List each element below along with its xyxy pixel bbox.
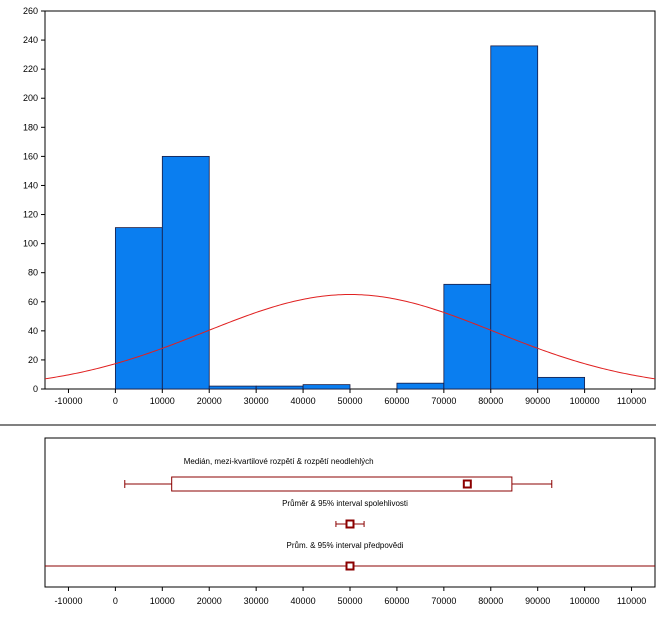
y-tick-label: 40 bbox=[28, 326, 38, 336]
median-marker bbox=[462, 479, 472, 489]
x-tick-label: 110000 bbox=[617, 396, 646, 406]
y-tick-label: 20 bbox=[28, 355, 38, 365]
x-tick-label: 40000 bbox=[291, 396, 316, 406]
histogram-bar bbox=[114, 227, 163, 390]
y-tick-label: 80 bbox=[28, 268, 38, 278]
y-tick-label: 240 bbox=[23, 35, 38, 45]
histogram-bar bbox=[537, 376, 586, 390]
normal-curve bbox=[44, 293, 656, 380]
x-tick-label: -10000 bbox=[54, 596, 82, 606]
x-tick-label: 20000 bbox=[197, 596, 222, 606]
interval-row-label: Prům. & 95% interval předpovědi bbox=[287, 541, 404, 550]
x-tick-label: 30000 bbox=[244, 396, 269, 406]
x-tick-label: 110000 bbox=[617, 596, 646, 606]
x-tick-label: -10000 bbox=[54, 396, 82, 406]
histogram-bar bbox=[255, 385, 304, 390]
iqr-box bbox=[171, 476, 513, 492]
x-tick-label: 80000 bbox=[478, 396, 503, 406]
interval-row-label: Průměr & 95% interval spolehlivosti bbox=[282, 499, 408, 508]
y-tick-label: 160 bbox=[23, 151, 38, 161]
y-tick-label: 0 bbox=[33, 384, 38, 394]
histogram-x-axis: -10000 0 10000 20000 30000 40000 50000 60000 700… bbox=[54, 389, 646, 406]
y-tick-label: 260 bbox=[23, 6, 38, 16]
y-tick-label: 120 bbox=[23, 210, 38, 220]
x-tick-label: 80000 bbox=[478, 596, 503, 606]
x-tick-label: 50000 bbox=[337, 396, 362, 406]
x-tick-label: 0 bbox=[113, 596, 118, 606]
x-tick-label: 100000 bbox=[570, 596, 600, 606]
x-tick-label: 10000 bbox=[150, 596, 175, 606]
x-tick-label: 70000 bbox=[431, 596, 456, 606]
x-tick-label: 20000 bbox=[197, 396, 222, 406]
x-tick-label: 60000 bbox=[384, 596, 409, 606]
x-tick-label: 50000 bbox=[337, 596, 362, 606]
y-tick-label: 220 bbox=[23, 64, 38, 74]
x-tick-label: 70000 bbox=[431, 396, 456, 406]
histogram-bar bbox=[443, 283, 492, 390]
x-tick-label: 60000 bbox=[384, 396, 409, 406]
x-tick-label: 90000 bbox=[525, 596, 550, 606]
y-tick-label: 60 bbox=[28, 297, 38, 307]
x-tick-label: 100000 bbox=[570, 396, 600, 406]
box-row-label: Medián, mezi-kvartilové rozpětí & rozpět… bbox=[184, 457, 374, 466]
mean-marker bbox=[345, 561, 355, 571]
x-tick-label: 40000 bbox=[291, 596, 316, 606]
y-tick-label: 140 bbox=[23, 180, 38, 190]
y-tick-label: 180 bbox=[23, 122, 38, 132]
x-tick-label: 10000 bbox=[150, 396, 175, 406]
box-plot-x-axis: -10000 0 10000 20000 30000 40000 50000 60000 700… bbox=[54, 587, 646, 606]
histogram-y-axis: 0 20 40 60 80 100 120 140 160 180 200 220 240 260 bbox=[23, 6, 45, 394]
x-tick-label: 0 bbox=[113, 396, 118, 406]
histogram-bar bbox=[396, 382, 445, 390]
histogram-bar bbox=[161, 155, 210, 390]
y-tick-label: 100 bbox=[23, 239, 38, 249]
y-tick-label: 200 bbox=[23, 93, 38, 103]
normal-curve-group bbox=[44, 293, 656, 380]
x-tick-label: 30000 bbox=[244, 596, 269, 606]
histogram-bars bbox=[114, 45, 586, 390]
x-tick-label: 90000 bbox=[525, 396, 550, 406]
histogram-bar bbox=[302, 384, 351, 390]
box-plot-rows: Medián, mezi-kvartilové rozpětí & rozpět… bbox=[45, 457, 655, 571]
histogram-bar bbox=[490, 45, 539, 390]
histogram-bar bbox=[208, 385, 257, 390]
mean-marker bbox=[345, 519, 355, 529]
